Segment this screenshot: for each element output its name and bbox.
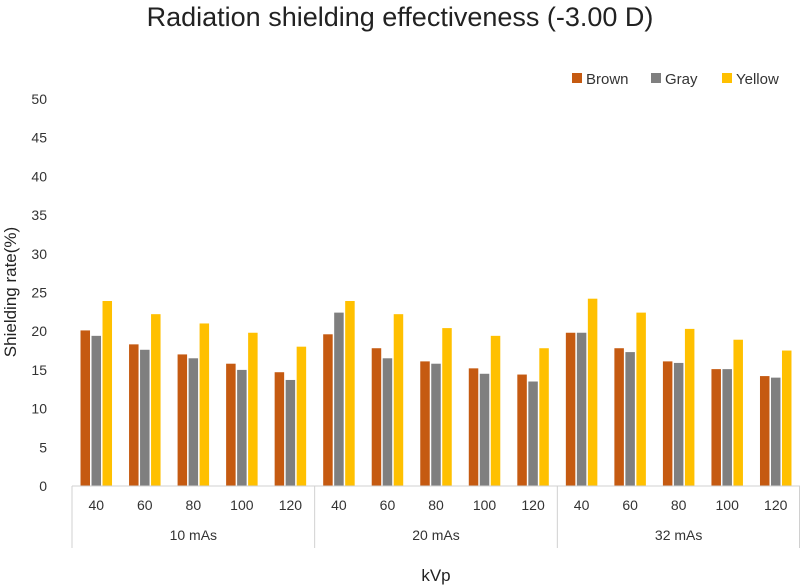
legend-swatch-gray (651, 73, 661, 83)
legend-label-yellow: Yellow (736, 71, 779, 88)
bar-brown-10mas-80 (177, 354, 188, 486)
legend-swatch-yellow (722, 73, 732, 83)
bar-brown-32mas-60 (614, 348, 624, 486)
bar-yellow-20mas-100 (490, 335, 501, 486)
x-tick-label: 60 (380, 497, 396, 513)
x-tick-label: 100 (230, 497, 254, 513)
chart-title: Radiation shielding effectiveness (-3.00… (147, 2, 654, 32)
bars (80, 298, 792, 486)
bar-brown-20mas-100 (468, 368, 479, 486)
legend-swatch-brown (572, 73, 582, 83)
bar-yellow-32mas-40 (587, 298, 598, 486)
x-tick-label: 40 (331, 497, 347, 513)
bar-gray-10mas-40 (91, 335, 102, 486)
bar-brown-32mas-40 (565, 332, 576, 486)
y-tick-label: 20 (31, 323, 47, 339)
bar-brown-10mas-40 (80, 330, 91, 486)
bar-gray-32mas-80 (673, 362, 684, 486)
x-group-label: 20 mAs (412, 527, 459, 543)
y-tick-label: 5 (39, 439, 47, 455)
legend: Brown Gray Yellow (572, 71, 779, 88)
bar-yellow-32mas-80 (684, 328, 695, 486)
x-group-label: 32 mAs (655, 527, 702, 543)
y-tick-label: 15 (31, 362, 47, 378)
x-axis-label: kVp (421, 566, 450, 585)
bar-brown-32mas-80 (662, 361, 673, 486)
bar-yellow-20mas-80 (442, 328, 452, 486)
x-tick-label: 40 (88, 497, 104, 513)
bar-gray-10mas-60 (140, 349, 150, 486)
bar-gray-20mas-60 (382, 358, 393, 486)
bar-brown-10mas-60 (129, 344, 139, 486)
y-tick-label: 35 (31, 207, 47, 223)
y-axis-label: Shielding rate(%) (1, 227, 20, 357)
bar-brown-32mas-100 (711, 369, 721, 486)
bar-brown-10mas-120 (274, 372, 285, 486)
bar-yellow-32mas-120 (781, 350, 792, 486)
legend-label-brown: Brown (586, 71, 629, 88)
y-tick-label: 10 (31, 401, 47, 417)
bar-yellow-32mas-100 (733, 339, 743, 486)
bar-brown-20mas-60 (371, 348, 382, 486)
x-tick-label: 120 (279, 497, 303, 513)
bar-yellow-20mas-120 (539, 348, 549, 486)
bar-brown-20mas-80 (420, 361, 430, 486)
bar-yellow-20mas-60 (393, 314, 404, 486)
x-tick-label: 100 (473, 497, 497, 513)
y-tick-label: 30 (31, 246, 47, 262)
x-tick-label: 40 (574, 497, 590, 513)
bar-brown-20mas-120 (517, 374, 527, 486)
x-group-label: 10 mAs (170, 527, 217, 543)
bar-gray-10mas-100 (237, 369, 247, 486)
y-tick-label: 45 (31, 130, 47, 146)
y-tick-label: 50 (31, 91, 47, 107)
y-tick-label: 40 (31, 168, 47, 184)
bar-brown-20mas-40 (323, 334, 333, 486)
bar-yellow-10mas-100 (248, 332, 258, 486)
bar-yellow-10mas-80 (199, 323, 210, 486)
bar-gray-20mas-40 (334, 312, 344, 486)
bar-gray-32mas-40 (576, 332, 587, 486)
y-tick-label: 0 (39, 478, 47, 494)
y-axis-ticks: 0 5 10 15 20 25 30 35 40 45 50 (31, 91, 47, 494)
bar-yellow-20mas-40 (345, 301, 355, 486)
bar-gray-32mas-120 (770, 377, 781, 486)
bar-brown-32mas-120 (759, 376, 770, 486)
bar-yellow-10mas-40 (102, 301, 113, 486)
bar-brown-10mas-100 (226, 363, 236, 486)
bar-yellow-10mas-60 (151, 314, 161, 486)
bar-gray-32mas-100 (722, 369, 732, 486)
x-tick-label: 80 (428, 497, 444, 513)
x-axis: 40 60 80 100 120 10 mAs 40 60 80 100 120 20 mAs 40 60… (71, 485, 800, 548)
x-tick-label: 120 (521, 497, 545, 513)
bar-gray-20mas-100 (479, 373, 490, 486)
bar-gray-20mas-80 (431, 363, 441, 486)
bar-gray-10mas-120 (285, 379, 296, 486)
x-tick-label: 60 (622, 497, 638, 513)
bar-gray-10mas-80 (188, 358, 199, 486)
legend-label-gray: Gray (665, 71, 698, 88)
x-tick-label: 60 (137, 497, 153, 513)
x-tick-label: 100 (716, 497, 740, 513)
x-tick-label: 80 (671, 497, 687, 513)
y-tick-label: 25 (31, 285, 47, 301)
bar-gray-32mas-60 (625, 352, 635, 486)
x-tick-label: 80 (186, 497, 202, 513)
bar-yellow-32mas-60 (636, 312, 646, 486)
x-tick-label: 120 (764, 497, 788, 513)
bar-gray-20mas-120 (528, 381, 538, 486)
bar-yellow-10mas-120 (296, 346, 307, 486)
